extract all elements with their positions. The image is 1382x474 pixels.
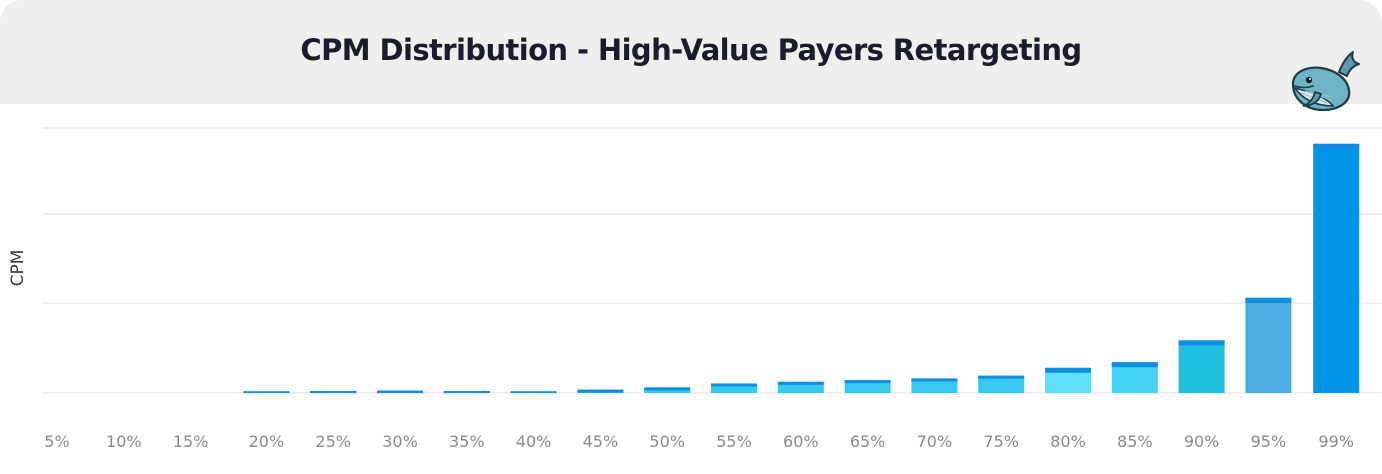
bar-55pct xyxy=(711,383,757,393)
bar-60pct xyxy=(777,381,824,393)
bar-cap xyxy=(310,391,357,393)
bar-75pct xyxy=(978,375,1025,393)
title-bar: CPM Distribution - High-Value Payers Ret… xyxy=(0,0,1382,104)
x-tick-label: 35% xyxy=(449,432,485,451)
bar-85pct xyxy=(1111,362,1158,393)
bar-65pct xyxy=(844,380,891,393)
x-tick-label: 65% xyxy=(850,432,886,451)
x-tick-labels: 5% 10% 15% 20% 25% 30% 35% 40% 45% 50% 55% 60% 65% 70… xyxy=(44,432,1354,451)
bar-99pct xyxy=(1313,143,1360,393)
x-tick-label: 5% xyxy=(44,432,69,451)
bar-70pct xyxy=(911,378,958,393)
bar-cap xyxy=(1178,340,1225,346)
bar-cap xyxy=(1313,143,1360,149)
x-tick-label: 25% xyxy=(315,432,351,451)
x-tick-label: 50% xyxy=(649,432,685,451)
x-tick-label: 60% xyxy=(783,432,819,451)
x-tick-label: 45% xyxy=(583,432,619,451)
x-tick-label: 90% xyxy=(1184,432,1220,451)
bar-cap xyxy=(978,375,1025,379)
chart-title: CPM Distribution - High-Value Payers Ret… xyxy=(300,33,1082,67)
bar-cap xyxy=(911,378,958,382)
x-tick-label: 55% xyxy=(716,432,752,451)
bar-cap xyxy=(1245,297,1292,303)
bar-cap xyxy=(1045,367,1091,373)
bar-95pct xyxy=(1245,297,1292,393)
x-tick-label: 40% xyxy=(516,432,552,451)
x-tick-label: 95% xyxy=(1251,432,1287,451)
bar-cap xyxy=(243,391,290,393)
bars xyxy=(243,143,1360,393)
x-tick-label: 70% xyxy=(917,432,953,451)
bar-cap xyxy=(510,391,557,393)
x-tick-label: 15% xyxy=(173,432,209,451)
y-axis-label: CPM xyxy=(8,249,28,287)
x-tick-label: 10% xyxy=(106,432,142,451)
bar-90pct xyxy=(1178,340,1225,393)
bar-cap xyxy=(1111,362,1158,368)
bar-cap xyxy=(844,380,891,384)
x-tick-label: 20% xyxy=(249,432,285,451)
bar-cap xyxy=(443,391,490,393)
x-tick-label: 99% xyxy=(1318,432,1354,451)
x-tick-label: 85% xyxy=(1117,432,1153,451)
bar-cap xyxy=(711,383,757,387)
whale-icon xyxy=(1291,51,1360,112)
bar-cap xyxy=(377,390,423,393)
x-tick-label: 80% xyxy=(1050,432,1086,451)
x-tick-label: 30% xyxy=(382,432,418,451)
x-tick-label: 75% xyxy=(983,432,1019,451)
bar-cap xyxy=(777,381,824,385)
bar-cap xyxy=(644,387,691,391)
bar-cap xyxy=(577,389,624,393)
